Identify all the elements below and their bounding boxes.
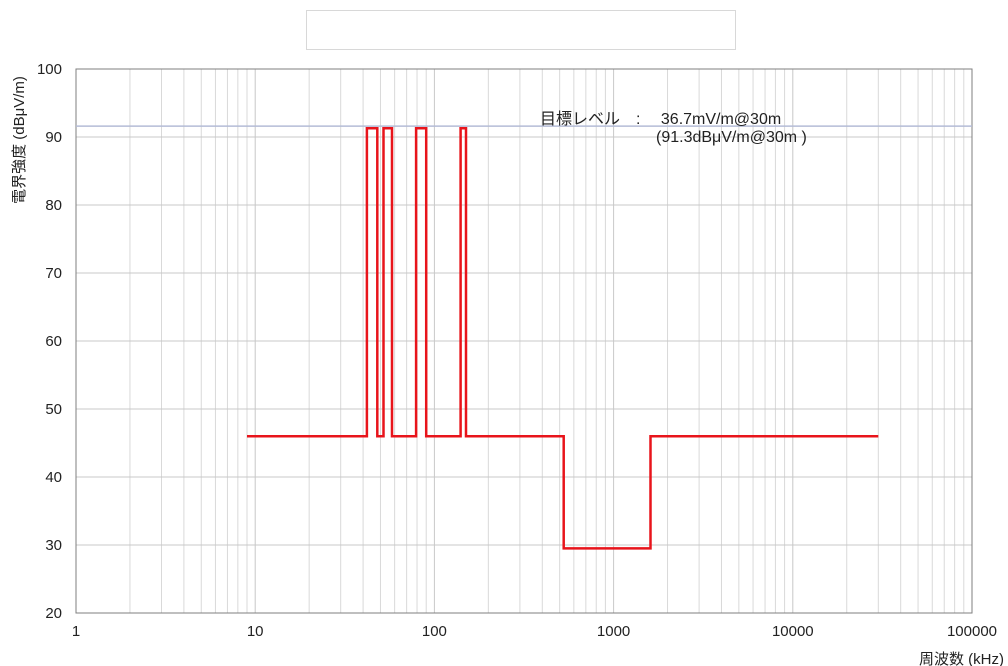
y-axis-label: 電界強度 (dBμV/m)	[11, 76, 28, 204]
target-level-annotation-db: (91.3dBμV/m@30m )	[656, 129, 807, 146]
x-tick-label: 100	[422, 623, 447, 640]
y-tick-labels: 20 30 40 50 60 70 80 90 100	[37, 61, 62, 622]
x-tick-label: 1	[72, 623, 80, 640]
x-tick-labels: 1 10 100 1000 10000 100000	[72, 623, 997, 640]
y-tick-label: 80	[45, 197, 62, 214]
plot-frame	[75, 68, 973, 614]
x-tick-label: 10	[247, 623, 264, 640]
y-tick-label: 30	[45, 537, 62, 554]
x-tick-label: 100000	[947, 623, 997, 640]
major-grid	[75, 68, 973, 614]
y-tick-label: 50	[45, 401, 62, 418]
target-level-annotation: 目標レベル : 36.7mV/m@30m	[540, 111, 782, 128]
y-tick-label: 60	[45, 333, 62, 350]
x-tick-label: 1000	[597, 623, 630, 640]
chart-title-box	[306, 10, 736, 50]
y-tick-label: 90	[45, 129, 62, 146]
y-tick-label: 20	[45, 605, 62, 622]
y-tick-label: 100	[37, 61, 62, 78]
x-tick-label: 10000	[772, 623, 814, 640]
y-tick-label: 70	[45, 265, 62, 282]
y-tick-label: 40	[45, 469, 62, 486]
x-axis-label: 周波数 (kHz)	[919, 651, 1004, 666]
series-line	[247, 126, 879, 550]
series-layer	[247, 126, 879, 550]
